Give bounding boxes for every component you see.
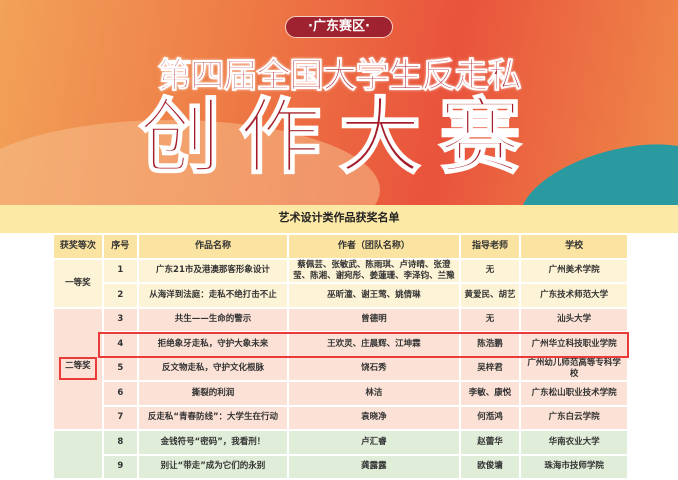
- author-cell: 龚露露: [287, 453, 461, 480]
- table-row: 7 反走私“青春防线”：大学生在行动 袁晓净 何湉鸿 广东白云学院: [53, 404, 629, 431]
- work-cell: 撕裂的利润: [136, 380, 290, 407]
- table-row: 8 金钱符号“密码”，我看刑！ 卢汇睿 赵蕾华 华南农业大学: [52, 429, 629, 480]
- no-cell: 2: [101, 282, 139, 309]
- list-title: 艺术设计类作品获奖名单: [0, 205, 678, 233]
- banner-title: 第四届全国大学生反走私: [157, 56, 522, 97]
- author-cell: 饶石秀: [287, 355, 461, 382]
- awards-table: 获奖等次 序号 作品名称 作者（团队名称） 指导老师 学校 一等奖 1 广东21市及…: [52, 233, 629, 480]
- teacher-cell: 欧俊墉: [458, 453, 522, 480]
- highlight-row-box: [98, 332, 629, 358]
- work-cell: 从海洋到法庭：走私不绝打击不止: [136, 282, 290, 309]
- teacher-cell: 李敏、康悦: [458, 380, 522, 407]
- author-cell: 袁晓净: [287, 404, 461, 431]
- teacher-cell: 吴梓君: [458, 355, 522, 382]
- table-header: 获奖等次 序号 作品名称 作者（团队名称） 指导老师 学校: [52, 233, 629, 260]
- no-cell: 9: [101, 453, 139, 480]
- no-cell: 1: [101, 257, 139, 284]
- header-work: 作品名称: [136, 233, 290, 260]
- teacher-cell: 无: [458, 257, 522, 284]
- teacher-cell: 黄爱民、胡艺: [458, 282, 522, 309]
- teacher-cell: 赵蕾华: [458, 429, 522, 456]
- no-cell: 6: [101, 380, 139, 407]
- rank-cell: 一等奖: [52, 257, 104, 309]
- author-cell: 曾德明: [287, 306, 461, 333]
- work-cell: 共生——生命的警示: [136, 306, 290, 333]
- work-cell: 别让“带走”成为它们的永别: [136, 453, 290, 480]
- author-cell: 林洁: [287, 380, 461, 407]
- work-cell: 广东21市及港澳那客形象设计: [136, 257, 290, 284]
- school-cell: 广州幼儿师范高等专科学校: [519, 355, 629, 382]
- banner: ·广东赛区· 第四届全国大学生反走私 创作大赛: [0, 0, 678, 205]
- no-cell: 5: [101, 355, 139, 382]
- school-cell: 广东松山职业技术学院: [519, 380, 629, 407]
- school-cell: 广州美术学院: [519, 257, 629, 284]
- header-teacher: 指导老师: [458, 233, 522, 260]
- work-cell: 反文物走私，守护文化根脉: [136, 355, 290, 382]
- no-cell: 7: [101, 404, 139, 431]
- author-cell: 巫昕潼、谢王莺、姚倩琳: [287, 282, 461, 309]
- teacher-cell: 何湉鸿: [458, 404, 522, 431]
- header-school: 学校: [519, 233, 629, 260]
- highlight-rank-box: [59, 357, 97, 380]
- table-row: 一等奖 1 广东21市及港澳那客形象设计 蔡佩芸、张敏武、陈雨琪、卢诗晴、张澄莹、陈湘…: [52, 257, 629, 309]
- school-cell: 华南农业大学: [519, 429, 629, 456]
- work-cell: 金钱符号“密码”，我看刑！: [136, 429, 290, 456]
- school-cell: 广东白云学院: [519, 404, 629, 431]
- no-cell: 3: [101, 306, 139, 333]
- region-badge: ·广东赛区·: [285, 16, 393, 38]
- school-cell: 广东技术师范大学: [519, 282, 629, 309]
- header-author: 作者（团队名称）: [287, 233, 461, 260]
- school-cell: 汕头大学: [519, 306, 629, 333]
- table-row: 5 反文物走私，守护文化根脉 饶石秀 吴梓君 广州幼儿师范高等专科学校: [53, 355, 629, 382]
- rank-cell: [52, 429, 104, 480]
- header-rank: 获奖等次: [52, 233, 104, 260]
- author-cell: 蔡佩芸、张敏武、陈雨琪、卢诗晴、张澄莹、陈湘、谢宛彤、姜蓮珊、李泽钧、兰豫: [287, 257, 461, 284]
- table-row: 二等奖 3 共生——生命的警示 曾德明无汕头大学: [52, 306, 629, 431]
- rank-label: 二等奖: [65, 360, 91, 371]
- school-cell: 珠海市技师学院: [519, 453, 629, 480]
- banner-subtitle: 创作大赛: [138, 89, 539, 186]
- work-cell: 反走私“青春防线”：大学生在行动: [136, 404, 290, 431]
- table-row: 6 撕裂的利润 林洁 李敏、康悦 广东松山职业技术学院: [53, 380, 629, 407]
- rank-label: 一等奖: [65, 277, 91, 288]
- table-row: 2 从海洋到法庭：走私不绝打击不止 巫昕潼、谢王莺、姚倩琳 黄爱民、胡艺 广东技术师范大…: [53, 282, 629, 309]
- no-cell: 8: [101, 429, 139, 456]
- author-cell: 卢汇睿: [287, 429, 461, 456]
- teacher-cell: 无: [458, 306, 522, 333]
- table-row: 9 别让“带走”成为它们的永别 龚露露 欧俊墉 珠海市技师学院: [53, 453, 629, 480]
- header-no: 序号: [101, 233, 139, 260]
